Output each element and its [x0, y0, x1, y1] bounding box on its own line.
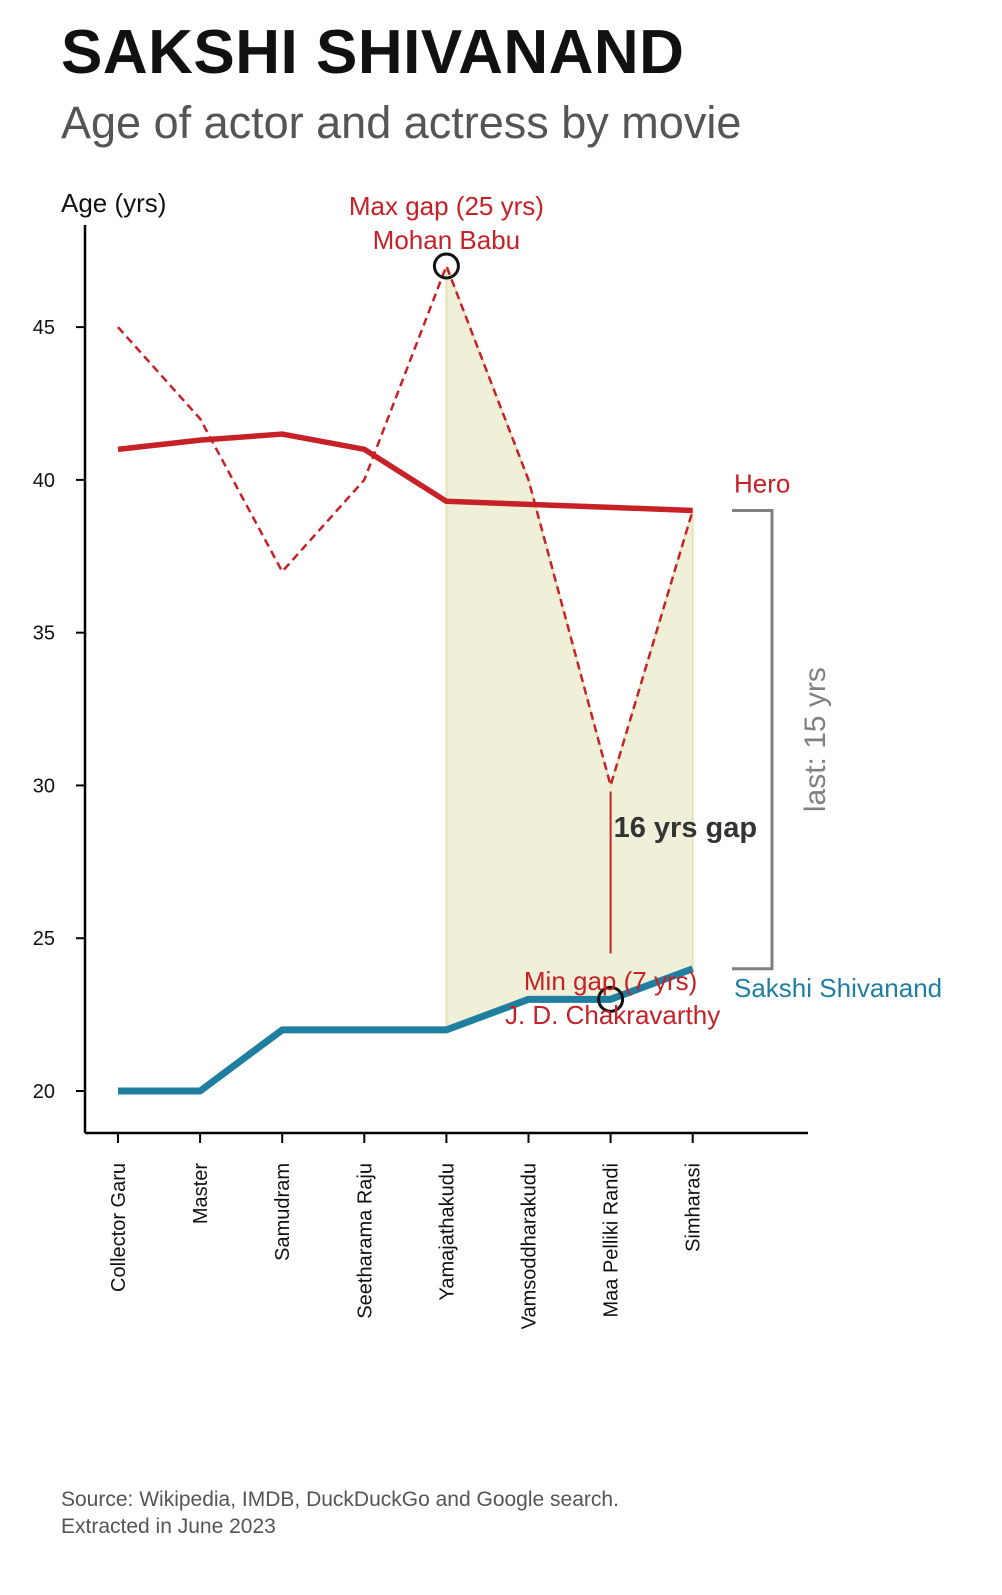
min-gap-label: Min gap (7 yrs): [524, 966, 697, 996]
x-tick-label-0: Collector Garu: [108, 1163, 130, 1292]
source-note: Source: Wikipedia, IMDB, DuckDuckGo and …: [61, 1486, 619, 1540]
max-gap-marker: [432, 252, 460, 280]
gap-area: [445, 265, 694, 1032]
actress-series-line: [118, 965, 694, 1095]
x-tick-label-7: Simharasi: [683, 1163, 705, 1252]
chart-axes: Age (yrs) 20 25 30 35 40 45 Collector Garu Maste…: [33, 188, 808, 1329]
hero-series-line: [117, 431, 693, 514]
max-gap-label: Max gap (25 yrs): [349, 191, 544, 221]
actress-series-label: Sakshi Shivanand: [734, 973, 942, 1003]
chart-subtitle: Age of actor and actress by movie: [61, 97, 742, 148]
x-tick-label-2: Samudram: [272, 1163, 294, 1261]
bracket-line: [732, 508, 774, 971]
gap-shaded-area: [445, 265, 694, 1032]
source-line-2: Extracted in June 2023: [61, 1515, 276, 1538]
chart-series: [117, 262, 694, 1095]
gap-label: 16 yrs gap: [614, 812, 757, 844]
y-axis-label: Age (yrs): [61, 188, 166, 218]
min-gap-marker: [597, 985, 625, 1013]
y-tick-label-30: 30: [33, 775, 55, 797]
x-tick-label-3: Seetharama Raju: [354, 1163, 376, 1319]
y-tick-label-40: 40: [33, 470, 55, 492]
chart-annotations: Hero Sakshi Shivanand Max gap (25 yrs) Moha…: [349, 191, 942, 1030]
x-tick-label-5: Vamsoddharakudu: [519, 1163, 541, 1329]
chart-title: SAKSHI SHIVANAND: [61, 18, 685, 87]
x-tick-label-6: Maa Pelliki Randi: [601, 1163, 623, 1318]
max-gap-actor-label: Mohan Babu: [373, 225, 520, 255]
x-tick-label-1: Master: [190, 1163, 212, 1224]
x-tick-label-4: Yamajathakudu: [436, 1163, 458, 1301]
y-tick-label-35: 35: [33, 623, 55, 645]
bracket-label: last: 15 yrs: [799, 667, 832, 812]
dashed-series-line: [117, 262, 694, 791]
y-tick-label-20: 20: [33, 1081, 55, 1103]
hero-series-label: Hero: [734, 468, 790, 498]
y-tick-label-25: 25: [33, 928, 55, 950]
y-tick-label-45: 45: [33, 317, 55, 339]
min-gap-actor-label: J. D. Chakravarthy: [505, 1000, 720, 1030]
source-line-1: Source: Wikipedia, IMDB, DuckDuckGo and …: [61, 1488, 619, 1511]
